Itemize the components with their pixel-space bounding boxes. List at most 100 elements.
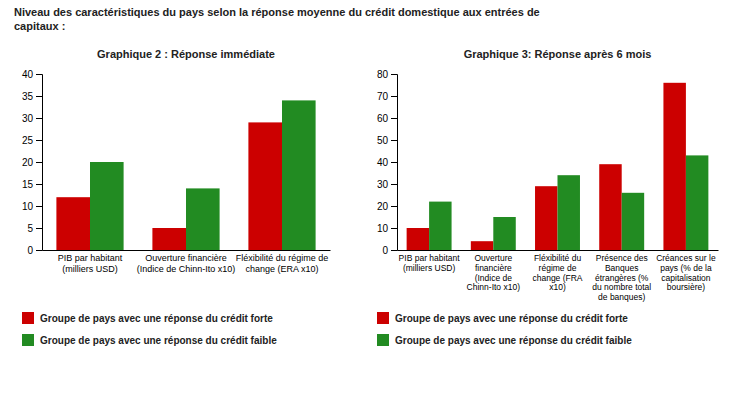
bar — [535, 186, 557, 250]
y-tick: 0 — [27, 245, 42, 256]
y-tick-mark — [391, 140, 397, 141]
y-axis-line — [391, 75, 398, 251]
bars — [407, 83, 709, 250]
x-tick-label-line: (milliers USD) — [62, 264, 118, 274]
chart-panel: Graphique 3: Réponse après 6 mois0102030… — [377, 48, 719, 346]
y-tick-mark — [391, 250, 397, 251]
x-axis: PIB par habitant(milliers USD) Ouverturef… — [398, 250, 719, 302]
x-tick: Fléxibilité du régime dechange (ERA x10) — [236, 250, 329, 274]
y-tick-mark — [36, 184, 42, 185]
x-tick-label-line: Ouverture financière — [145, 253, 227, 263]
x-tick: PIB par habitant(milliers USD) — [58, 250, 123, 274]
figure-title-line: capitaux : — [14, 20, 65, 32]
y-tick-mark — [391, 74, 397, 75]
y-tick-mark — [391, 206, 397, 207]
bar — [686, 155, 708, 250]
legend-label: Groupe de pays avec une réponse du crédi… — [395, 335, 632, 346]
legend-label: Groupe de pays avec une réponse du crédi… — [395, 313, 628, 324]
legend: Groupe de pays avec une réponse du crédi… — [377, 312, 632, 346]
x-tick-label: Créances sur lepays (% de lacapitalisati… — [656, 253, 716, 292]
y-tick-label: 25 — [22, 135, 34, 146]
y-tick-mark — [391, 96, 397, 97]
legend-swatch — [377, 334, 389, 346]
x-tick-label-line: boursière) — [667, 282, 705, 292]
x-tick-label-line: financière — [475, 263, 512, 273]
legend-label: Groupe de pays avec une réponse du crédi… — [40, 335, 277, 346]
y-tick: 70 — [377, 91, 397, 102]
chart-panel: Graphique 2 : Réponse immédiate051015202… — [22, 48, 331, 346]
y-tick-mark — [391, 228, 397, 229]
x-tick-label-line: capitalisation — [661, 273, 710, 283]
x-tick-label-line: Ouverture — [474, 253, 512, 263]
y-tick: 30 — [377, 179, 397, 190]
x-tick: Ouverturefinancière(Indice deChinn-Ito x… — [467, 250, 521, 292]
x-tick: Ouverture financière(Indice de Chinn-Ito… — [137, 250, 236, 274]
y-tick-mark — [36, 162, 42, 163]
y-tick: 60 — [377, 113, 397, 124]
bar — [663, 83, 685, 250]
bar — [282, 100, 316, 250]
bar — [90, 162, 124, 250]
bar — [558, 175, 580, 250]
y-tick-label: 0 — [382, 245, 388, 256]
bar — [622, 193, 644, 250]
bar-series — [56, 122, 282, 250]
bar — [599, 164, 621, 250]
legend-item: Groupe de pays avec une réponse du crédi… — [22, 334, 277, 346]
bar — [56, 197, 90, 250]
x-tick-label-line: Créances sur le — [656, 253, 716, 263]
y-tick-label: 20 — [377, 201, 389, 212]
y-tick: 5 — [27, 223, 42, 234]
y-tick: 15 — [22, 179, 42, 190]
y-tick-mark — [391, 162, 397, 163]
legend-swatch — [22, 334, 34, 346]
y-tick-mark — [36, 250, 42, 251]
chart-figure: Niveau des caractéristiques du pays selo… — [0, 0, 730, 409]
bars — [56, 100, 315, 250]
x-axis-line — [43, 250, 331, 251]
x-tick: Fléxibilité durégime dechange (FRAx10) — [532, 250, 582, 292]
x-tick-label: PIB par habitant(milliers USD) — [399, 253, 461, 273]
x-tick-label-line: (Indice de — [475, 273, 513, 283]
chart-title: Graphique 2 : Réponse immédiate — [97, 48, 275, 60]
x-tick-label-line: Chinn-Ito x10) — [467, 282, 521, 292]
legend-item: Groupe de pays avec une réponse du crédi… — [377, 334, 632, 346]
x-tick-label-line: x10) — [549, 282, 566, 292]
y-tick: 0 — [382, 245, 397, 256]
x-tick-label-line: PIB par habitant — [399, 253, 461, 263]
x-tick-label-line: (milliers USD) — [403, 263, 456, 273]
x-tick-label-line: PIB par habitant — [58, 253, 123, 263]
y-tick: 30 — [22, 113, 42, 124]
y-axis-line — [36, 75, 43, 251]
y-tick-mark — [36, 228, 42, 229]
x-tick-label: Ouverturefinancière(Indice deChinn-Ito x… — [467, 253, 521, 292]
x-tick-label-line: change (ERA x10) — [245, 264, 318, 274]
x-tick-label: Fléxibilité durégime dechange (FRAx10) — [532, 253, 582, 292]
x-axis-line — [398, 250, 719, 251]
x-tick-label-line: de banques) — [598, 292, 645, 302]
y-tick-mark — [391, 118, 397, 119]
x-tick-label-line: Présence des — [596, 253, 648, 263]
y-tick: 50 — [377, 135, 397, 146]
bar-series — [407, 83, 686, 250]
bar — [429, 202, 451, 250]
y-tick-mark — [36, 206, 42, 207]
bar — [471, 241, 493, 250]
x-tick: Présence desBanquesétrangères (%du nombr… — [592, 250, 651, 302]
x-tick-label-line: Banques — [605, 263, 639, 273]
y-tick-label: 70 — [377, 91, 389, 102]
x-tick-label: PIB par habitant(milliers USD) — [58, 253, 123, 273]
x-tick-label-line: Fléxibilité du régime de — [236, 253, 329, 263]
y-tick-label: 40 — [22, 69, 34, 80]
legend-item: Groupe de pays avec une réponse du crédi… — [22, 312, 273, 324]
y-tick-label: 80 — [377, 69, 389, 80]
y-tick: 10 — [22, 201, 42, 212]
y-tick: 35 — [22, 91, 42, 102]
figure-title-line: Niveau des caractéristiques du pays selo… — [14, 6, 540, 18]
y-tick-label: 60 — [377, 113, 389, 124]
y-tick-mark — [36, 74, 42, 75]
y-tick-mark — [391, 184, 397, 185]
x-tick-label: Ouverture financière(Indice de Chinn-Ito… — [137, 253, 236, 273]
legend-label: Groupe de pays avec une réponse du crédi… — [40, 313, 273, 324]
x-tick: PIB par habitant(milliers USD) — [399, 250, 461, 273]
